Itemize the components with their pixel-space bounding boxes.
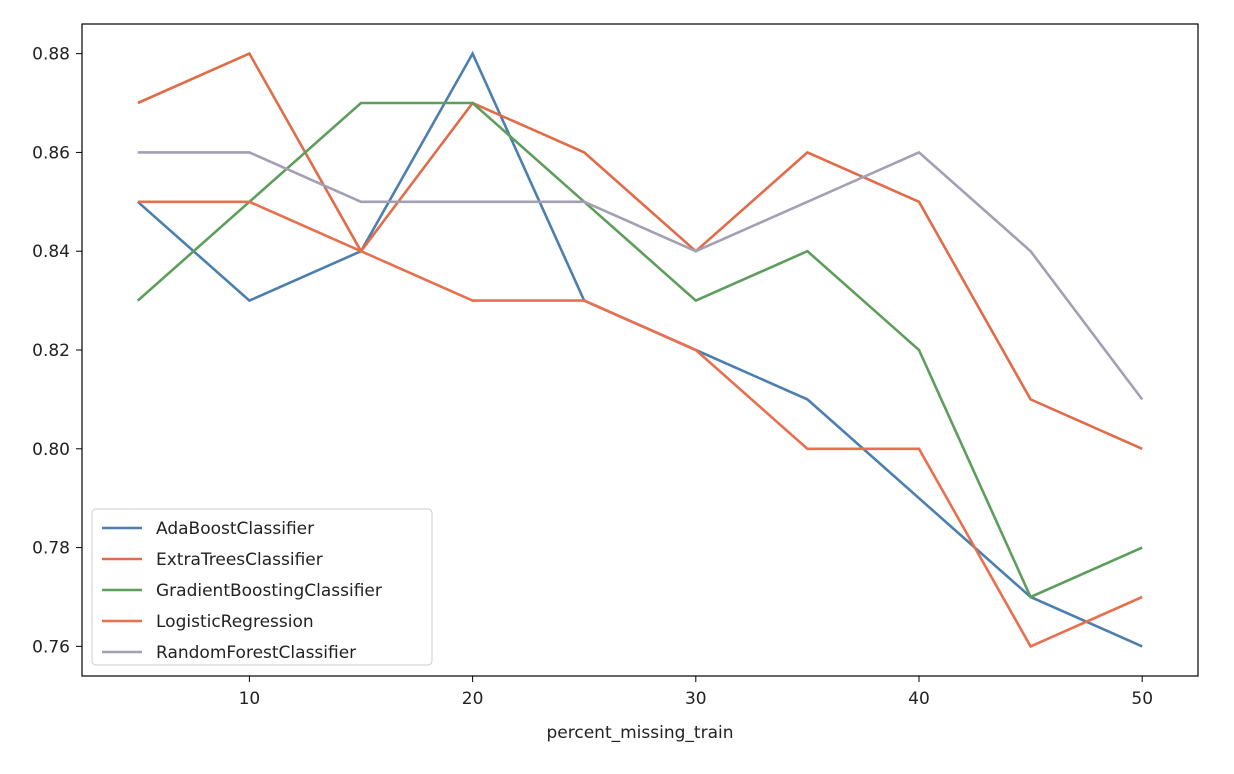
- legend-label: LogisticRegression: [156, 612, 314, 632]
- legend-label: RandomForestClassifier: [156, 643, 356, 663]
- legend-items: AdaBoostClassifier ExtraTreesClassifier Gr…: [102, 519, 382, 663]
- legend-label: GradientBoostingClassifier: [156, 581, 382, 601]
- series-layer: [136, 50, 1144, 649]
- x-tick-label: 40: [908, 689, 930, 709]
- x-tick-label: 30: [685, 689, 707, 709]
- x-tick-label: 20: [462, 689, 484, 709]
- y-tick-label: 0.80: [32, 440, 70, 460]
- axes-layer: 0.76 0.78 0.80 0.82 0.84 0.86 0.88 10 20 30 40 50: [32, 45, 1153, 709]
- y-tick-label: 0.84: [32, 242, 70, 262]
- y-tick-label: 0.82: [32, 341, 70, 361]
- x-tick-label: 10: [239, 689, 261, 709]
- x-tick-label: 50: [1131, 689, 1153, 709]
- series-line-logisticregression: [137, 200, 1143, 649]
- legend-label: ExtraTreesClassifier: [156, 550, 323, 570]
- y-tick-label: 0.76: [32, 637, 70, 657]
- legend-label: AdaBoostClassifier: [156, 519, 314, 539]
- y-tick-label: 0.78: [32, 539, 70, 559]
- y-tick-label: 0.86: [32, 143, 70, 163]
- legend: AdaBoostClassifier ExtraTreesClassifier Gr…: [91, 508, 433, 666]
- series-line-randomforestclassifier: [137, 150, 1144, 401]
- series-line-gradientboostingclassifier: [136, 101, 1143, 599]
- y-tick-label: 0.88: [32, 45, 70, 65]
- legend-box: [91, 508, 433, 666]
- x-axis-label: percent_missing_train: [547, 723, 734, 743]
